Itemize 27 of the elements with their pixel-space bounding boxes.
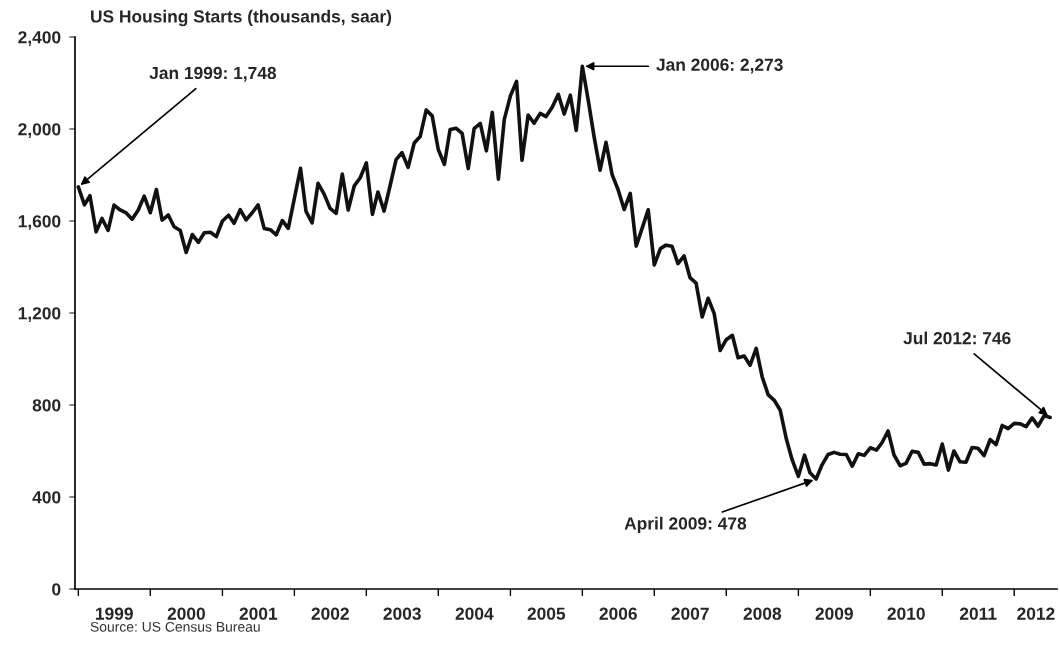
x-tick-label: 2002 [311, 607, 349, 620]
x-tick-label: 2012 [1017, 607, 1055, 620]
x-tick-label: 2008 [743, 607, 782, 620]
annotation: Jul 2012: 746 [903, 331, 1011, 345]
y-tick-label: 0 [52, 583, 61, 596]
chart-title: US Housing Starts (thousands, saar) [91, 9, 392, 27]
x-tick-label: 2004 [455, 607, 494, 620]
x-tick-label: 2003 [383, 607, 421, 620]
x-tick-label: 2000 [167, 607, 205, 620]
y-tick-label: 400 [32, 491, 61, 504]
y-tick-label: 2,400 [18, 31, 61, 46]
y-tick-label: 1,600 [18, 215, 61, 230]
annotation: Jan 2006: 2,273 [656, 58, 783, 74]
x-tick-label: 2011 [959, 607, 997, 620]
x-tick-label: 2010 [887, 607, 925, 620]
x-tick-label: 2001 [239, 607, 278, 620]
y-tick-label: 800 [32, 399, 61, 412]
y-tick-label: 2,000 [18, 123, 61, 138]
x-tick-label: 2009 [815, 607, 853, 620]
y-tick-label: 1,200 [18, 307, 61, 322]
x-tick-label: 2007 [671, 607, 709, 620]
annotation: Jan 1999: 1,748 [149, 66, 277, 82]
source-note: Source: US Census Bureau [90, 621, 260, 632]
x-tick-label: 1999 [96, 607, 133, 620]
x-tick-label: 2006 [599, 607, 637, 620]
x-tick-label: 2005 [527, 607, 566, 620]
annotation: April 2009: 478 [624, 516, 747, 533]
